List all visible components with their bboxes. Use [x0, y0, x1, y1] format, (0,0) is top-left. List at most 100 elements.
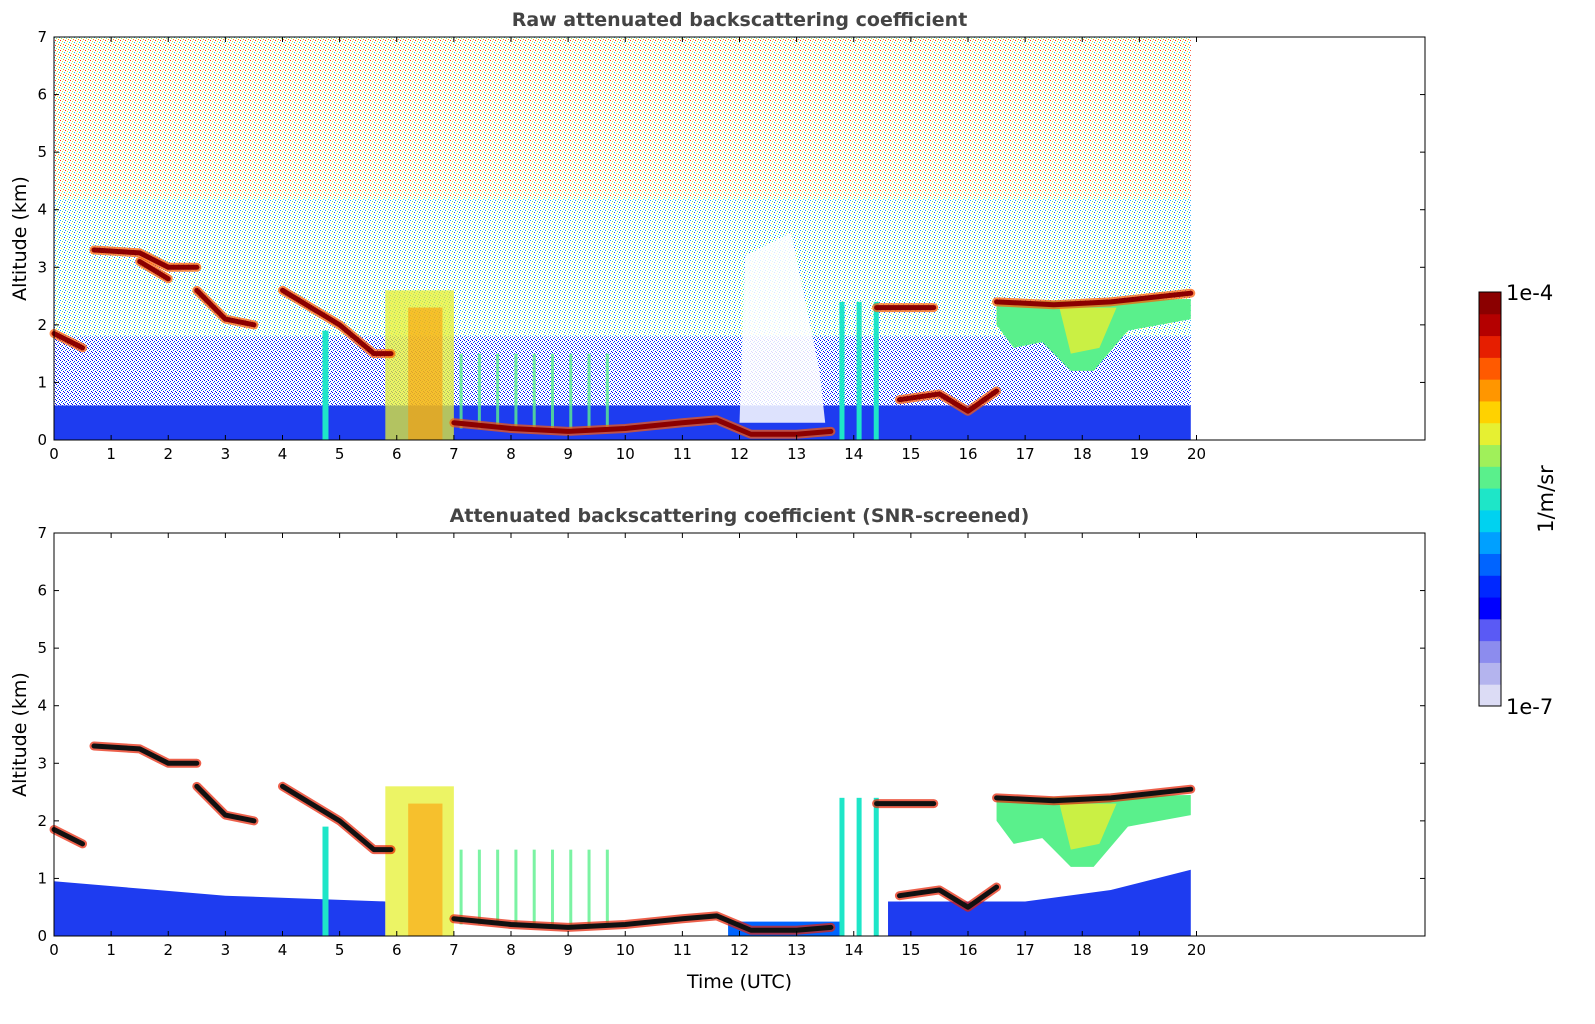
clear-gap [739, 232, 826, 423]
aerosol-plume [408, 307, 443, 440]
boundary-layer-band [54, 881, 386, 936]
colorbar-unit-label: 1/m/sr [1534, 465, 1558, 533]
y-tick-label: 4 [37, 201, 47, 219]
virga-streak [532, 353, 536, 429]
x-tick-label: 20 [1187, 445, 1206, 463]
y-axis-label: Altitude (km) [9, 672, 31, 797]
x-tick-label: 13 [787, 445, 806, 463]
virga-streak [605, 353, 609, 429]
virga-streak [873, 797, 879, 936]
colorbar-segment [1479, 379, 1501, 402]
x-tick-label: 18 [1073, 445, 1092, 463]
y-tick-label: 7 [37, 28, 47, 46]
panel-title: Raw attenuated backscattering coefficien… [512, 9, 968, 31]
colorbar-segment [1479, 422, 1501, 446]
boundary-layer-band [54, 405, 1191, 440]
colorbar-segment [1479, 597, 1501, 620]
colorbar-max-label: 1e-4 [1506, 281, 1553, 305]
plot-panel-2: 0 1 2 3 4 5 6 7 8 9 10 11 12 13 14 15 16 17 18 19 2001234567… [9, 505, 1426, 993]
x-tick-label: 19 [1130, 941, 1149, 959]
x-tick-label: 14 [844, 941, 863, 959]
cloud-layer [280, 783, 394, 853]
virga-streak [856, 301, 862, 440]
backscatter-noise-lower [54, 336, 1191, 406]
x-tick-label: 19 [1130, 445, 1149, 463]
plot-frame [53, 532, 1426, 937]
virga-streak [550, 849, 554, 925]
virga-streak [839, 797, 845, 936]
virga-streak [514, 849, 518, 925]
x-tick-label: 7 [449, 941, 459, 959]
y-tick-label: 2 [37, 812, 47, 830]
cloud-layer [896, 388, 1000, 414]
colorbar-segment [1479, 662, 1501, 685]
y-tick-label: 6 [37, 582, 47, 600]
y-tick-label: 3 [37, 754, 47, 772]
virga-streak [496, 849, 500, 925]
virga-streak [587, 849, 591, 925]
virga-streak [477, 849, 481, 925]
plot-panel-1: 0 1 2 3 4 5 6 7 8 9 10 11 12 13 14 15 16 17 18 19 2001234567… [9, 9, 1426, 463]
cloud-layer [994, 290, 1194, 308]
virga-streak [322, 826, 329, 936]
cloud-layer [451, 417, 834, 437]
x-tick-label: 6 [392, 941, 402, 959]
x-tick-label: 14 [844, 445, 863, 463]
colorbar-min-label: 1e-7 [1506, 695, 1553, 719]
colorbar-segment [1479, 400, 1501, 424]
boundary-layer-band [888, 869, 1191, 936]
virga-streak [605, 849, 609, 925]
colorbar-segment [1479, 466, 1501, 489]
colorbar-segment [1479, 444, 1501, 467]
precipitation-region [1059, 803, 1117, 850]
y-tick-label: 5 [37, 143, 47, 161]
x-tick-label: 16 [958, 941, 977, 959]
cloud-layer [451, 913, 834, 933]
virga-streak [459, 849, 463, 925]
precipitation-region [1059, 307, 1117, 354]
x-tick-label: 16 [958, 445, 977, 463]
colorbar-segment [1479, 335, 1501, 358]
cloud-layer [194, 783, 257, 824]
colorbar-segment [1479, 488, 1501, 511]
x-tick-label: 5 [335, 941, 345, 959]
cloud-layer [91, 247, 200, 270]
virga-streak [532, 849, 536, 925]
colorbar-segment [1479, 618, 1501, 642]
colorbar-frame [1478, 291, 1502, 707]
x-tick-label: 17 [1016, 941, 1035, 959]
x-tick-label: 7 [449, 445, 459, 463]
x-tick-label: 2 [163, 941, 173, 959]
x-tick-label: 6 [392, 445, 402, 463]
y-tick-label: 7 [37, 524, 47, 542]
colorbar-segment [1479, 357, 1501, 380]
virga-streak [856, 797, 862, 936]
virga-streak [459, 353, 463, 429]
y-tick-label: 0 [37, 927, 47, 945]
cloud-layer [51, 330, 86, 351]
colorbar-segment [1479, 313, 1501, 337]
y-tick-label: 4 [37, 697, 47, 715]
x-tick-label: 10 [616, 941, 635, 959]
x-tick-label: 11 [673, 445, 692, 463]
panel-title: Attenuated backscattering coefficient (S… [450, 505, 1030, 527]
virga-streak [873, 301, 879, 440]
colorbar-segment [1479, 640, 1501, 663]
colorbar: 1e-4 1e-7 1/m/sr [1478, 281, 1558, 719]
y-axis-label: Altitude (km) [9, 176, 31, 301]
x-axis-label: Time (UTC) [686, 971, 792, 993]
virga-streak [569, 849, 573, 925]
aerosol-plume [408, 803, 443, 936]
x-tick-label: 2 [163, 445, 173, 463]
virga-streak [477, 353, 481, 429]
virga-streak [496, 353, 500, 429]
x-tick-label: 9 [563, 445, 573, 463]
x-tick-label: 8 [506, 941, 516, 959]
x-tick-label: 0 [49, 445, 59, 463]
y-tick-label: 5 [37, 639, 47, 657]
x-tick-label: 11 [673, 941, 692, 959]
y-tick-label: 3 [37, 258, 47, 276]
x-tick-label: 9 [563, 941, 573, 959]
virga-streak [587, 353, 591, 429]
cloud-layer [194, 287, 257, 328]
